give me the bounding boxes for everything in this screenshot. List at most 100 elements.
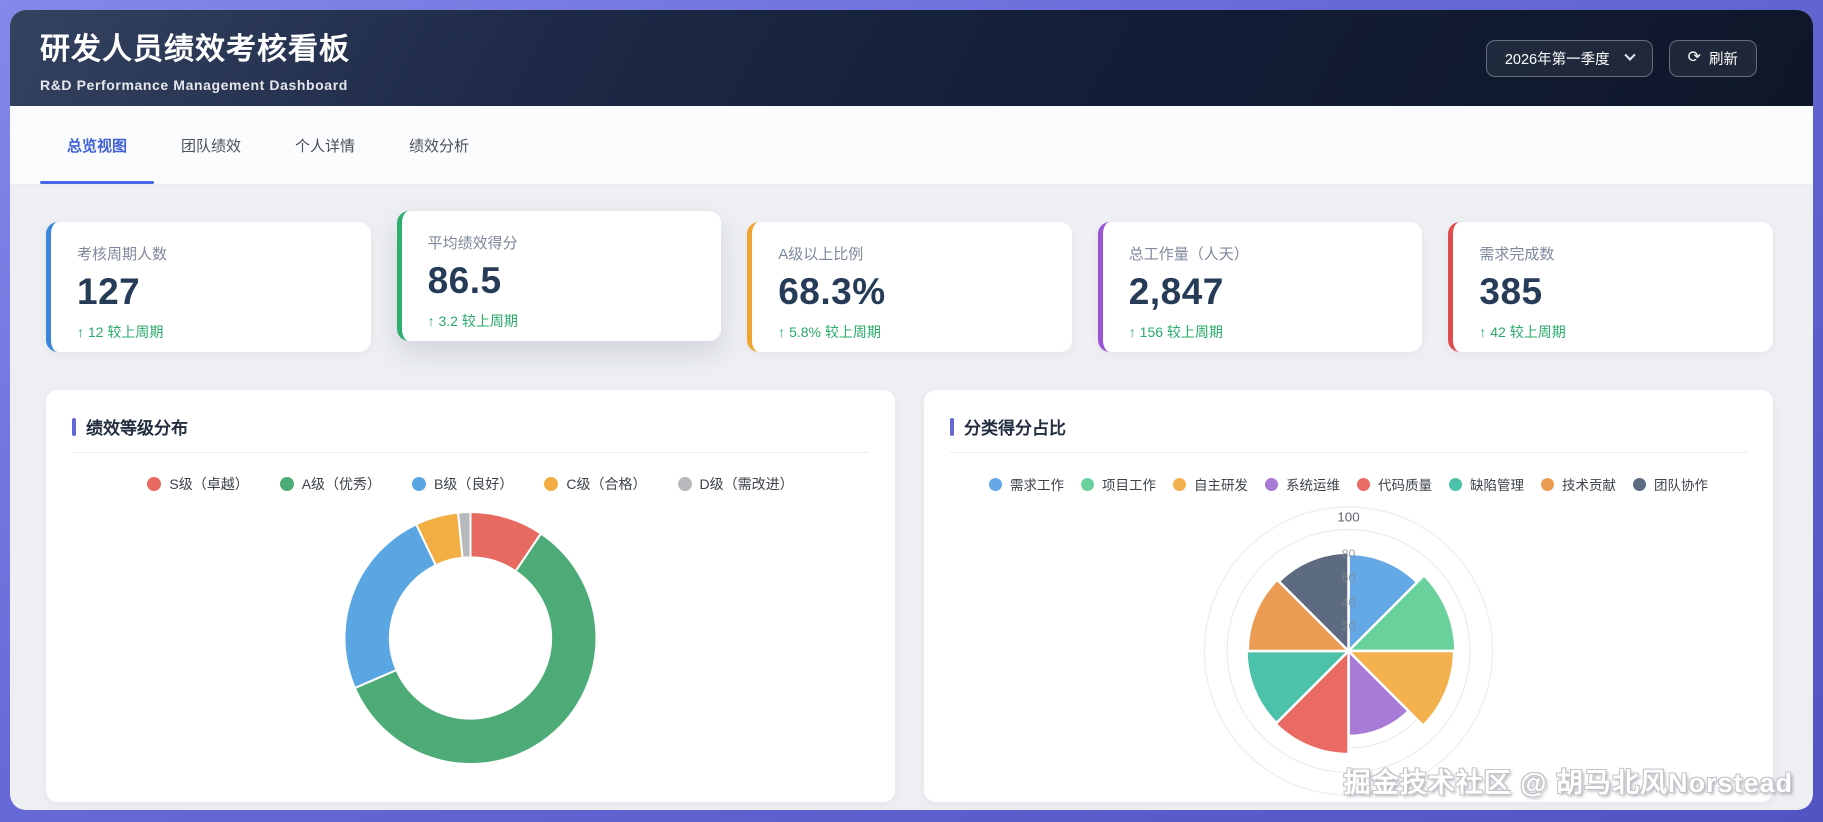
tab-individual-detail[interactable]: 个人详情 [268, 106, 382, 184]
legend-item-a-grade[interactable]: A级（优秀） [279, 474, 382, 494]
legend-dot [677, 477, 692, 491]
legend-item-team-collaboration[interactable]: 团队协作 [1633, 474, 1708, 494]
category-score-polar-chart: 20 40 60 80 100 [1203, 506, 1494, 796]
polar-sector-0[interactable] [1347, 552, 1419, 653]
legend-dot [412, 477, 427, 491]
watermark: 掘金技术社区 @ 胡马北风Norstead [1343, 768, 1793, 798]
donut-slice-4[interactable] [457, 511, 472, 559]
stat-cards-row: 考核周期人数 127 ↑ 12 较上周期 平均绩效得分 86.5 ↑ 3.2 较… [46, 211, 1773, 352]
legend-label: B级（良好） [434, 476, 514, 492]
legend-item-s-grade[interactable]: S级（卓越） [147, 474, 249, 494]
polar-sector-2[interactable] [1347, 649, 1456, 727]
polar-grid-circle-100 [1226, 529, 1471, 773]
tab-bar: 总览视图 团队绩效 个人详情 绩效分析 [10, 106, 1813, 185]
donut-slice-1[interactable] [353, 532, 598, 765]
legend-item-code-quality[interactable]: 代码质量 [1357, 474, 1432, 494]
legend-dot [1357, 477, 1370, 491]
donut-legend: S级（卓越） A级（优秀） B级（良好） C级（合格） D级（需改进） [72, 474, 869, 494]
legend-item-system-ops[interactable]: 系统运维 [1265, 474, 1340, 494]
legend-item-defect-management[interactable]: 缺陷管理 [1449, 474, 1524, 494]
legend-item-c-grade[interactable]: C级（合格） [544, 474, 647, 494]
category-score-card: 分类得分占比 需求工作 项目工作 自主研发 系统运维 代码质量 缺陷管理 技术贡… [924, 390, 1773, 802]
period-select-value: 2026年第一季度 [1504, 51, 1610, 68]
legend-item-tech-contribution[interactable]: 技术贡献 [1541, 474, 1616, 494]
legend-label: 代码质量 [1378, 478, 1432, 493]
refresh-button[interactable]: ⟳ 刷新 [1668, 39, 1757, 77]
refresh-button-label: 刷新 [1709, 51, 1738, 68]
legend-label: 团队协作 [1654, 478, 1708, 493]
tab-team-performance[interactable]: 团队绩效 [154, 106, 268, 184]
legend-label: A级（优秀） [301, 476, 382, 492]
legend-dot [989, 477, 1002, 491]
polar-sector-1[interactable] [1347, 574, 1457, 653]
legend-dot [279, 477, 294, 491]
tab-team-performance-label: 团队绩效 [181, 137, 242, 155]
legend-dot [1173, 477, 1186, 491]
stat-delta: ↑ 156 较上周期 [1128, 324, 1223, 340]
legend-dot [1633, 477, 1646, 491]
polar-sector-7[interactable] [1277, 551, 1350, 653]
tab-performance-analysis[interactable]: 绩效分析 [382, 106, 496, 184]
polar-legend: 需求工作 项目工作 自主研发 系统运维 代码质量 缺陷管理 技术贡献 团队协作 [950, 474, 1747, 494]
stat-label: 平均绩效得分 [427, 235, 518, 252]
chevron-down-icon [1623, 49, 1636, 61]
legend-label: 项目工作 [1102, 478, 1156, 493]
stat-delta: ↑ 42 较上周期 [1479, 324, 1566, 340]
legend-label: 需求工作 [1010, 478, 1064, 493]
legend-label: S级（卓越） [169, 476, 249, 492]
legend-dot [544, 477, 559, 491]
stat-card-headcount: 考核周期人数 127 ↑ 12 较上周期 [46, 222, 371, 352]
polar-outer-circle [1203, 506, 1494, 796]
legend-item-self-rnd[interactable]: 自主研发 [1173, 474, 1248, 494]
card-title: 绩效等级分布 [86, 419, 188, 438]
polar-sector-6[interactable] [1246, 578, 1350, 653]
polar-sector-5[interactable] [1245, 649, 1350, 725]
legend-label: D级（需改进） [699, 476, 794, 492]
dashboard-panel: 研发人员绩效考核看板 R&D Performance Management Da… [10, 10, 1813, 810]
legend-label: C级（合格） [566, 476, 647, 492]
page-title: 研发人员绩效考核看板 [40, 32, 350, 66]
legend-dot [1081, 477, 1094, 491]
polar-axis-label-40: 40 [1342, 595, 1356, 609]
refresh-icon: ⟳ [1687, 49, 1701, 66]
header-controls: 2026年第一季度 ⟳ 刷新 [1485, 39, 1757, 77]
tab-performance-analysis-label: 绩效分析 [409, 137, 470, 155]
polar-sector-4[interactable] [1274, 649, 1350, 756]
legend-dot [1265, 477, 1278, 491]
card-header: 分类得分占比 [950, 414, 1747, 453]
legend-item-b-grade[interactable]: B级（良好） [412, 474, 513, 494]
stat-value: 86.5 [427, 260, 502, 301]
legend-item-requirement-work[interactable]: 需求工作 [989, 474, 1064, 494]
stat-value: 385 [1479, 271, 1543, 312]
header: 研发人员绩效考核看板 R&D Performance Management Da… [10, 10, 1813, 106]
tab-overview[interactable]: 总览视图 [40, 106, 155, 184]
stat-delta: ↑ 3.2 较上周期 [427, 313, 518, 329]
polar-sector-3[interactable] [1347, 649, 1410, 738]
legend-item-d-grade[interactable]: D级（需改进） [677, 474, 794, 494]
donut-slice-2[interactable] [343, 523, 437, 690]
stat-delta: ↑ 5.8% 较上周期 [778, 324, 881, 340]
tab-overview-label: 总览视图 [67, 137, 128, 155]
period-select[interactable]: 2026年第一季度 [1485, 39, 1653, 77]
legend-dot [1541, 477, 1554, 491]
legend-label: 缺陷管理 [1470, 478, 1524, 493]
stat-value: 68.3% [778, 271, 886, 312]
legend-item-project-work[interactable]: 项目工作 [1081, 474, 1156, 494]
stat-card-a-grade-ratio: A级以上比例 68.3% ↑ 5.8% 较上周期 [747, 222, 1072, 352]
stat-label: 考核周期人数 [77, 246, 168, 263]
polar-axis-label-20: 20 [1342, 620, 1356, 634]
card-title: 分类得分占比 [964, 419, 1066, 438]
polar-axis-label-80: 80 [1342, 547, 1356, 561]
stat-label: 需求完成数 [1479, 246, 1555, 263]
legend-dot [147, 477, 162, 491]
title-accent-bar [72, 417, 76, 436]
polar-axis-label-60: 60 [1342, 571, 1356, 585]
stat-label: A级以上比例 [778, 246, 864, 263]
stat-label: 总工作量（人天） [1128, 246, 1249, 263]
polar-axis-label-100: 100 [1337, 510, 1359, 525]
charts-row: 绩效等级分布 S级（卓越） A级（优秀） B级（良好） C级（合格） D级（需改… [46, 390, 1773, 802]
legend-label: 技术贡献 [1562, 478, 1616, 493]
stat-delta: ↑ 12 较上周期 [77, 324, 164, 340]
legend-label: 自主研发 [1194, 478, 1248, 493]
stat-value: 2,847 [1128, 271, 1224, 312]
